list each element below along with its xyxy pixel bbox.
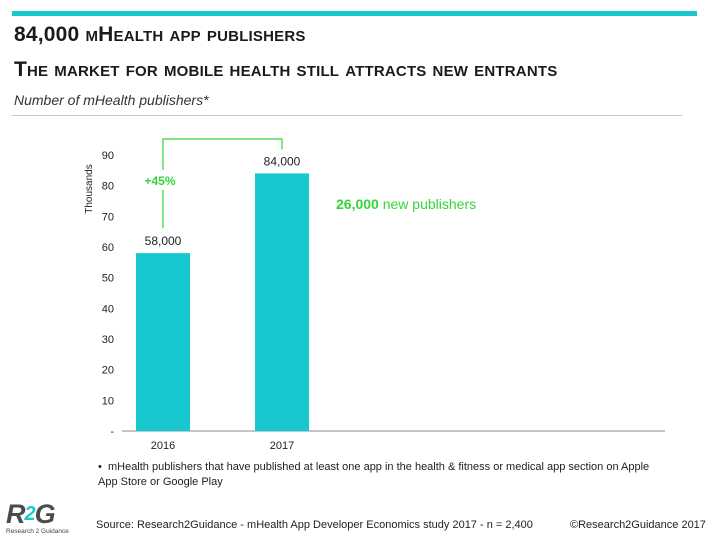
- bar-value-label: 84,000: [264, 154, 301, 168]
- copyright: ©Research2Guidance 2017: [570, 519, 706, 531]
- y-tick-label: 80: [102, 181, 114, 193]
- bar: [136, 253, 190, 431]
- y-tick-label: 40: [102, 303, 114, 315]
- new-publishers-annotation: 26,000 new publishers: [336, 196, 476, 212]
- r2g-logo: R2G Research 2 Guidance: [6, 500, 72, 540]
- header-divider: [12, 115, 682, 116]
- new-publishers-text: new publishers: [379, 196, 476, 212]
- y-tick-label: 90: [102, 150, 114, 162]
- growth-label: +45%: [144, 174, 175, 188]
- y-tick-label: 20: [102, 365, 114, 377]
- page-subtitle-heading: The market for mobile health still attra…: [14, 58, 558, 81]
- new-publishers-count: 26,000: [336, 196, 379, 212]
- page-title: 84,000 mHealth app publishers: [14, 23, 306, 46]
- footnote: • mHealth publishers that have published…: [98, 460, 658, 490]
- y-tick-label: 30: [102, 334, 114, 346]
- chart-subtitle: Number of mHealth publishers*: [14, 92, 209, 108]
- y-tick-label: 50: [102, 273, 114, 285]
- y-tick-label: 60: [102, 242, 114, 254]
- top-accent-bar: [12, 11, 697, 16]
- growth-label-bg: [139, 170, 187, 190]
- y-axis-label: Thousands: [84, 164, 95, 213]
- y-tick-label: 70: [102, 211, 114, 223]
- logo-text: Research 2 Guidance: [6, 528, 69, 535]
- footnote-bullet: •: [98, 461, 108, 473]
- source-note: Source: Research2Guidance - mHealth App …: [96, 519, 533, 531]
- y-tick-label: 10: [102, 395, 114, 407]
- bar-value-label: 58,000: [145, 234, 182, 248]
- footnote-text: mHealth publishers that have published a…: [98, 461, 650, 488]
- bar: [255, 173, 309, 431]
- logo-mark: R2G: [6, 499, 56, 529]
- x-tick-label: 2017: [270, 440, 294, 452]
- x-tick-label: 2016: [151, 440, 175, 452]
- y-tick-label: -: [110, 426, 114, 438]
